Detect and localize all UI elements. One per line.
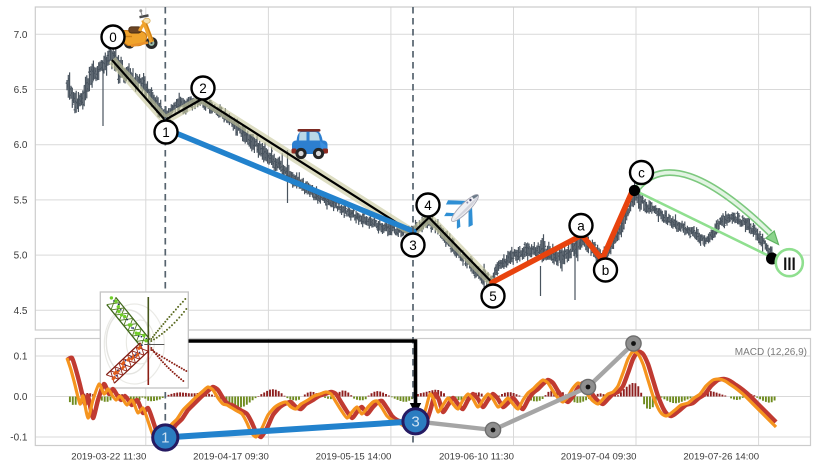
svg-text:MACD (12,26,9): MACD (12,26,9) — [735, 347, 807, 358]
svg-text:6.5: 6.5 — [14, 85, 28, 96]
svg-text:1: 1 — [162, 125, 170, 140]
svg-text:5.5: 5.5 — [14, 195, 28, 206]
svg-text:0.0: 0.0 — [14, 392, 28, 403]
svg-text:3: 3 — [409, 238, 417, 253]
svg-text:c: c — [638, 166, 645, 181]
svg-text:5: 5 — [489, 289, 497, 304]
svg-text:4.5: 4.5 — [14, 306, 28, 317]
svg-text:2019-06-10 11:30: 2019-06-10 11:30 — [439, 452, 514, 463]
svg-text:1: 1 — [161, 430, 169, 447]
svg-text:5.0: 5.0 — [14, 251, 28, 262]
svg-text:b: b — [602, 263, 610, 278]
svg-text:3: 3 — [411, 413, 419, 430]
svg-text:0: 0 — [109, 30, 117, 45]
svg-text:7.0: 7.0 — [14, 30, 28, 41]
svg-text:2019-07-04 09:30: 2019-07-04 09:30 — [561, 452, 637, 463]
svg-text:2019-07-26 14:00: 2019-07-26 14:00 — [683, 452, 759, 463]
svg-text:a: a — [577, 219, 585, 234]
svg-text:2: 2 — [199, 81, 207, 96]
svg-text:4: 4 — [424, 198, 432, 213]
svg-text:6.0: 6.0 — [14, 140, 28, 151]
svg-text:0.1: 0.1 — [14, 352, 28, 363]
svg-text:2019-04-17 09:30: 2019-04-17 09:30 — [193, 452, 269, 463]
svg-text:-0.1: -0.1 — [10, 433, 28, 444]
svg-text:2019-05-15 14:00: 2019-05-15 14:00 — [316, 452, 392, 463]
svg-text:2019-03-22 11:30: 2019-03-22 11:30 — [71, 452, 146, 463]
